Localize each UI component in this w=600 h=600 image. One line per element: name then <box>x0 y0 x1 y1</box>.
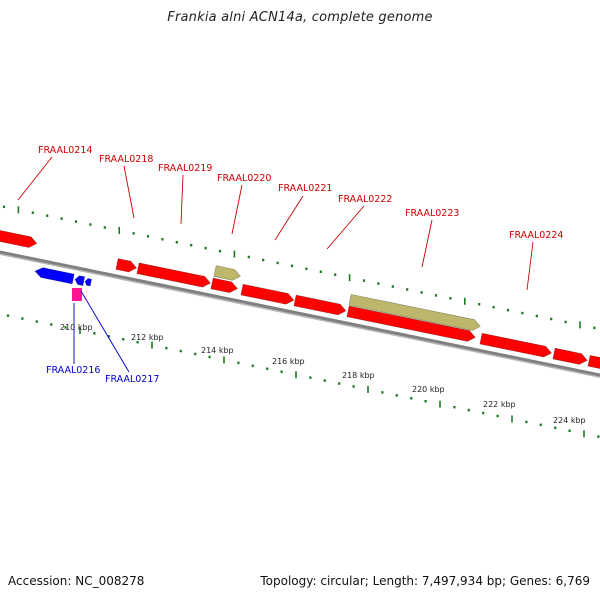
forward-gene <box>0 226 38 248</box>
genome-backbone <box>0 250 600 377</box>
forward-gene <box>552 347 588 365</box>
label-leader-line <box>80 290 130 373</box>
rna-feature <box>72 288 82 301</box>
label-leader-line <box>17 156 53 201</box>
label-leader-line <box>123 165 135 219</box>
genome-summary-text: Topology: circular; Length: 7,497,934 bp… <box>260 574 590 588</box>
reverse-gene <box>84 278 92 287</box>
scale-label: 212 kbp <box>131 333 164 342</box>
map-title: Frankia alni ACN14a, complete genome <box>167 10 433 25</box>
gene-label: FRAAL0220 <box>217 173 271 184</box>
gene-label: FRAAL0214 <box>38 145 92 156</box>
scale-label: 210 kbp <box>60 323 93 332</box>
pseudo-gene <box>213 265 241 281</box>
gene-label: FRAAL0221 <box>278 183 332 194</box>
label-leader-line <box>421 219 433 268</box>
gene-label: FRAAL0219 <box>158 163 212 174</box>
scale-label: 216 kbp <box>272 357 305 366</box>
accession-text: Accession: NC_008278 <box>8 574 145 588</box>
reverse-gene <box>34 267 75 285</box>
gene-label: FRAAL0222 <box>338 194 392 205</box>
gene-label: FRAAL0217 <box>105 374 159 385</box>
scale-label: 214 kbp <box>201 346 234 355</box>
pseudo-gene <box>348 294 481 331</box>
scale-label: 220 kbp <box>412 385 445 394</box>
label-leader-line <box>231 184 243 235</box>
forward-gene <box>115 258 138 273</box>
forward-gene <box>210 277 238 293</box>
gene-label: FRAAL0223 <box>405 208 459 219</box>
forward-gene <box>293 294 347 316</box>
scale-label: 222 kbp <box>483 400 516 409</box>
forward-gene <box>240 283 295 305</box>
forward-gene <box>136 262 211 288</box>
gene-label: FRAAL0224 <box>509 230 563 241</box>
forward-gene <box>479 332 553 358</box>
label-leader-line <box>180 174 184 225</box>
label-leader-line <box>274 195 304 241</box>
label-leader-line <box>526 241 534 291</box>
forward-gene <box>346 305 476 342</box>
scale-label: 224 kbp <box>553 416 586 425</box>
reverse-gene <box>74 275 86 286</box>
label-leader-line <box>326 205 365 250</box>
scale-label: 218 kbp <box>342 371 375 380</box>
forward-gene <box>587 355 600 370</box>
gene-label: FRAAL0218 <box>99 154 153 165</box>
gene-label: FRAAL0216 <box>46 365 100 376</box>
